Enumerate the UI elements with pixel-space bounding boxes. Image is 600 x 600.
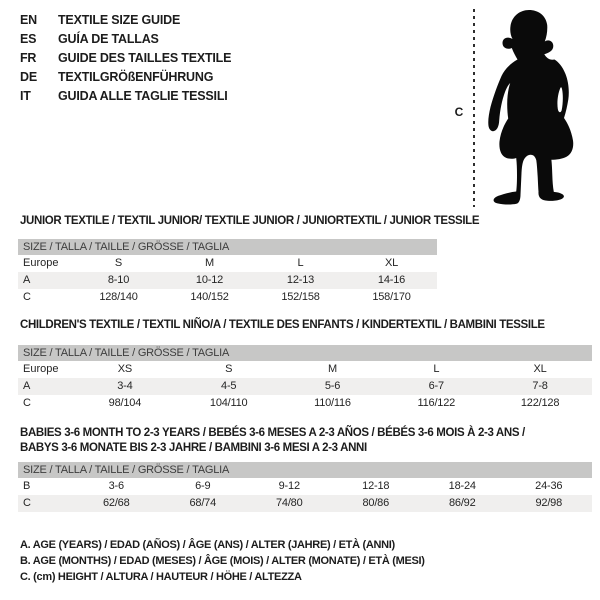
- section-heading-children: CHILDREN'S TEXTILE / TEXTIL NIÑO/A / TEX…: [20, 318, 545, 333]
- size-header-bar: SIZE / TALLA / TAILLE / GRÖSSE / TAGLIA: [18, 345, 592, 361]
- table-row-europe: Europe S M L XL: [18, 255, 437, 272]
- size-cell: 14-16: [377, 274, 406, 286]
- size-header-bar: SIZE / TALLA / TAILLE / GRÖSSE / TAGLIA: [18, 462, 592, 478]
- table-row-height: C 62/68 68/74 74/80 80/86 86/92 92/98: [18, 495, 592, 512]
- row-label: C: [23, 397, 31, 409]
- language-code: DE: [20, 69, 37, 84]
- language-row-en: EN TEXTILE SIZE GUIDE: [20, 11, 231, 30]
- table-row-height: C 98/104 104/110 110/116 116/122 122/128: [18, 395, 592, 412]
- row-label: Europe: [23, 257, 59, 269]
- size-cell: 5-6: [324, 380, 341, 392]
- language-title: TEXTILE SIZE GUIDE: [58, 13, 181, 28]
- language-row-de: DE TEXTILGRÖßENFÜHRUNG: [20, 67, 231, 86]
- size-cell: 18-24: [448, 480, 476, 492]
- size-cell: 104/110: [209, 397, 248, 409]
- table-row-age: A 8-10 10-12 12-13 14-16: [18, 272, 437, 289]
- row-label: A: [23, 274, 31, 286]
- row-label: A: [23, 380, 31, 392]
- size-cell: 110/116: [314, 397, 351, 409]
- size-cell: 116/122: [417, 397, 456, 409]
- language-code: FR: [20, 50, 37, 65]
- language-row-it: IT GUIDA ALLE TAGLIE TESSILI: [20, 86, 231, 105]
- size-cell: S: [225, 363, 233, 375]
- size-cell: 68/74: [189, 497, 217, 509]
- children-size-table: SIZE / TALLA / TAILLE / GRÖSSE / TAGLIA …: [18, 345, 592, 412]
- size-cell: 80/86: [362, 497, 390, 509]
- size-cell: 24-36: [535, 480, 563, 492]
- size-cell: 6-9: [195, 480, 211, 492]
- language-code: IT: [20, 88, 31, 103]
- heading-line: JUNIOR TEXTILE / TEXTIL JUNIOR/ TEXTILE …: [20, 215, 480, 227]
- size-cell: 10-12: [195, 274, 224, 286]
- table-row-age: A 3-4 4-5 5-6 6-7 7-8: [18, 378, 592, 395]
- note-age-years: A. AGE (YEARS) / EDAD (AÑOS) / ÂGE (ANS)…: [20, 539, 395, 551]
- note-age-months: B. AGE (MONTHS) / EDAD (MESES) / ÂGE (MO…: [20, 555, 425, 567]
- language-title: GUÍA DE TALLAS: [58, 32, 159, 47]
- size-header-bar: SIZE / TALLA / TAILLE / GRÖSSE / TAGLIA: [18, 239, 437, 255]
- size-cell: 9-12: [278, 480, 300, 492]
- size-cell: 86/92: [448, 497, 476, 509]
- size-cell: 158/170: [372, 291, 411, 303]
- size-cell: XL: [533, 363, 547, 375]
- heading-line: BABIES 3-6 MONTH TO 2-3 YEARS / BEBÉS 3-…: [20, 427, 525, 439]
- language-row-fr: FR GUIDE DES TAILLES TEXTILE: [20, 49, 231, 68]
- size-cell: S: [114, 257, 123, 269]
- heading-line: BABYS 3-6 MONATE BIS 2-3 JAHRE / BAMBINI…: [20, 442, 367, 454]
- size-cell: L: [297, 257, 304, 269]
- row-label: C: [23, 497, 31, 509]
- language-row-es: ES GUÍA DE TALLAS: [20, 30, 231, 49]
- legend-notes: A. AGE (YEARS) / EDAD (AÑOS) / ÂGE (ANS)…: [20, 537, 425, 585]
- size-cell: 140/152: [190, 291, 229, 303]
- size-cell: M: [328, 363, 337, 375]
- language-title: GUIDA ALLE TAGLIE TESSILI: [58, 88, 228, 103]
- size-cell: 122/128: [520, 397, 560, 409]
- junior-size-table: SIZE / TALLA / TAILLE / GRÖSSE / TAGLIA …: [18, 239, 437, 306]
- size-cell: XS: [117, 363, 133, 375]
- language-title: TEXTILGRÖßENFÜHRUNG: [58, 69, 214, 84]
- size-cell: 92/98: [535, 497, 563, 509]
- size-cell: 4-5: [221, 380, 237, 392]
- table-row-age-months: B 3-6 6-9 9-12 12-18 18-24 24-36: [18, 478, 592, 495]
- language-code: EN: [20, 13, 37, 28]
- height-measure-label: C: [454, 105, 464, 119]
- size-cell: 3-6: [108, 480, 125, 492]
- size-cell: 98/104: [108, 397, 142, 409]
- size-cell: 6-7: [428, 380, 445, 392]
- size-cell: M: [205, 257, 214, 269]
- size-cell: 74/80: [275, 497, 303, 509]
- babies-size-table: SIZE / TALLA / TAILLE / GRÖSSE / TAGLIA …: [18, 462, 592, 512]
- size-cell: 62/68: [102, 497, 130, 509]
- size-cell: 128/140: [99, 291, 138, 303]
- size-cell: XL: [384, 257, 399, 269]
- size-cell: 12-18: [362, 480, 390, 492]
- language-title-list: EN TEXTILE SIZE GUIDE ES GUÍA DE TALLAS …: [20, 11, 231, 105]
- language-title: GUIDE DES TAILLES TEXTILE: [58, 50, 232, 65]
- heading-line: CHILDREN'S TEXTILE / TEXTIL NIÑO/A / TEX…: [20, 319, 545, 331]
- section-heading-junior: JUNIOR TEXTILE / TEXTIL JUNIOR/ TEXTILE …: [20, 214, 480, 229]
- language-code: ES: [20, 32, 37, 47]
- size-cell: 3-4: [117, 380, 133, 392]
- note-height: C. (cm) HEIGHT / ALTURA / HAUTEUR / HÖHE…: [20, 571, 302, 583]
- row-label: C: [23, 291, 31, 303]
- table-row-europe: Europe XS S M L XL: [18, 361, 592, 378]
- row-label: Europe: [23, 363, 59, 375]
- size-cell: 152/158: [281, 291, 320, 303]
- section-heading-babies: BABIES 3-6 MONTH TO 2-3 YEARS / BEBÉS 3-…: [20, 426, 525, 456]
- table-row-height: C 128/140 140/152 152/158 158/170: [18, 289, 437, 306]
- row-label: B: [23, 480, 31, 492]
- height-measure-line: [473, 9, 475, 207]
- baby-silhouette-icon: [488, 10, 574, 205]
- size-cell: 12-13: [286, 274, 315, 286]
- size-cell: 8-10: [107, 274, 130, 286]
- size-cell: 7-8: [532, 380, 548, 392]
- size-cell: L: [433, 363, 440, 375]
